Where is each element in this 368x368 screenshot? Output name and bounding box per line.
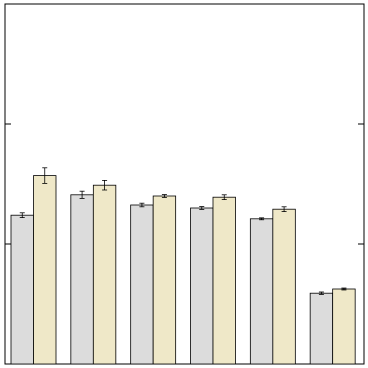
bar: [33, 175, 57, 365]
error-bar: [318, 291, 324, 295]
error-bar: [42, 167, 48, 184]
error-bar: [19, 212, 25, 219]
error-bar: [139, 202, 145, 208]
error-bar: [281, 206, 287, 213]
bar: [70, 194, 94, 365]
bar: [10, 214, 34, 365]
bar: [309, 292, 334, 365]
bar: [272, 208, 296, 365]
error-bar: [79, 190, 85, 199]
bar: [130, 204, 154, 365]
error-bar: [259, 217, 265, 221]
bar: [92, 184, 117, 365]
error-bar: [341, 287, 347, 291]
plot-frame: [4, 3, 365, 365]
bar: [190, 207, 214, 365]
bar: [212, 196, 236, 365]
bar: [249, 218, 274, 365]
bar: [332, 288, 356, 365]
error-bar: [199, 206, 205, 210]
error-bar: [161, 194, 167, 198]
error-bar: [221, 194, 227, 201]
bar: [152, 195, 177, 365]
error-bar: [102, 179, 108, 191]
